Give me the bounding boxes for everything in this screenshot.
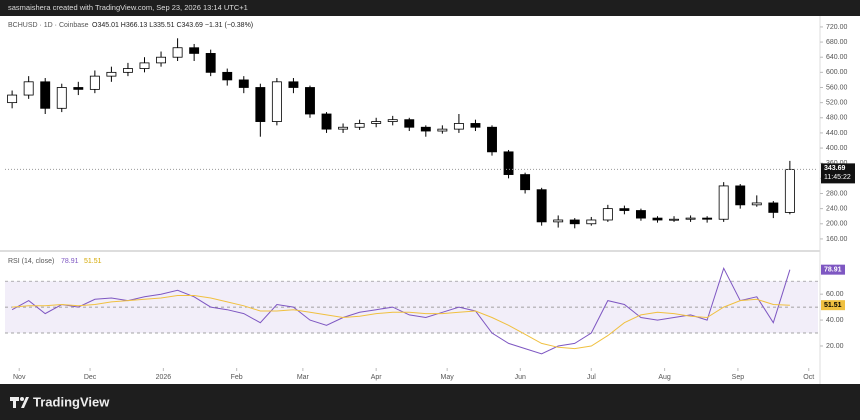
y-tick-label: 560.00 bbox=[826, 84, 848, 91]
candle-body bbox=[602, 208, 613, 221]
candle-body bbox=[271, 81, 282, 122]
last-price-label: 343.69 bbox=[824, 165, 846, 172]
y-tick-label: 720.00 bbox=[826, 24, 848, 31]
y-tick-label: 160.00 bbox=[826, 236, 848, 243]
candle-body bbox=[702, 217, 713, 220]
rsi-line bbox=[11, 266, 791, 355]
candle-body bbox=[106, 71, 117, 77]
candle-body bbox=[751, 202, 762, 206]
candle-body bbox=[23, 81, 34, 96]
candle-body bbox=[255, 87, 266, 122]
candle-body bbox=[387, 119, 398, 122]
y-tick-label: 680.00 bbox=[826, 39, 848, 46]
candle-body bbox=[139, 62, 150, 69]
candle-body bbox=[420, 126, 431, 132]
x-tick-label: May bbox=[441, 374, 455, 381]
y-tick-label: 640.00 bbox=[826, 54, 848, 61]
rsi-legend-value: 78.91 bbox=[61, 258, 79, 265]
value-box-label: 51.51 bbox=[824, 302, 842, 309]
value-box bbox=[821, 300, 845, 311]
candle-body bbox=[7, 94, 18, 104]
candle-body bbox=[503, 151, 514, 175]
candle-body bbox=[784, 168, 795, 213]
candle-body bbox=[404, 119, 415, 128]
countdown: 11:45:22 bbox=[824, 174, 851, 181]
value-box-label: 78.91 bbox=[824, 267, 842, 274]
candle-body bbox=[172, 47, 183, 58]
candle-body bbox=[40, 81, 51, 109]
candle-body bbox=[338, 126, 349, 130]
x-tick-label: Jun bbox=[515, 374, 526, 381]
y-tick-label: 240.00 bbox=[826, 205, 848, 212]
x-tick-label: 2026 bbox=[156, 374, 172, 381]
candle-body bbox=[735, 185, 746, 206]
y-tick-label: 400.00 bbox=[826, 145, 848, 152]
y-tick-label: 40.00 bbox=[826, 317, 844, 324]
header-bar bbox=[0, 0, 860, 16]
ma-legend-value: 51.51 bbox=[84, 258, 102, 265]
logo bbox=[10, 397, 29, 408]
candle-body bbox=[487, 126, 497, 153]
candle-body bbox=[718, 185, 729, 220]
symbol: BCHUSD · 1D · Coinbase bbox=[8, 22, 89, 29]
rsi-title: RSI (14, close) bbox=[8, 258, 54, 265]
candle-body bbox=[371, 121, 382, 124]
candle-body bbox=[73, 87, 84, 90]
candle-body bbox=[156, 56, 166, 64]
y-tick-label: 480.00 bbox=[826, 115, 848, 122]
candle-body bbox=[685, 217, 696, 220]
x-tick-label: Sep bbox=[732, 374, 745, 381]
candle-body bbox=[520, 174, 531, 191]
y-tick-label: 440.00 bbox=[826, 130, 848, 137]
rsi-line bbox=[12, 295, 790, 350]
candle-body bbox=[652, 217, 663, 221]
candle-body bbox=[321, 113, 332, 130]
x-tick-label: Feb bbox=[231, 374, 243, 381]
quote: O345.01 H366.13 L335.51 C343.69 −1.31 (−… bbox=[92, 22, 253, 29]
candle-body bbox=[619, 208, 630, 211]
candle-body bbox=[536, 189, 547, 223]
candle-body bbox=[305, 87, 315, 115]
candle-body bbox=[669, 218, 679, 221]
rsi-band bbox=[5, 281, 818, 334]
candle-body bbox=[635, 210, 646, 219]
value-box bbox=[821, 264, 845, 275]
y-tick-label: 520.00 bbox=[826, 99, 848, 106]
footer-bar bbox=[0, 384, 860, 420]
y-tick-label: 600.00 bbox=[826, 69, 848, 76]
candle-body bbox=[205, 53, 216, 73]
candle-body bbox=[768, 202, 779, 213]
candle-body bbox=[56, 87, 67, 109]
footer-brand: TradingView bbox=[33, 394, 110, 409]
candle-body bbox=[470, 123, 481, 128]
candle-body bbox=[89, 75, 100, 90]
candle-body bbox=[453, 123, 464, 130]
candle-body bbox=[222, 71, 233, 81]
candle-body bbox=[288, 81, 299, 88]
candle-body bbox=[189, 47, 200, 54]
candle-body bbox=[586, 219, 597, 225]
x-tick-label: Nov bbox=[13, 374, 26, 381]
candle-body bbox=[123, 68, 133, 73]
x-tick-label: Jul bbox=[587, 374, 596, 381]
x-tick-label: Aug bbox=[658, 374, 671, 381]
candle-body bbox=[238, 79, 249, 88]
last-price-box bbox=[821, 163, 855, 184]
candle-body bbox=[553, 219, 564, 223]
x-tick-label: Oct bbox=[803, 374, 814, 381]
y-tick-label: 20.00 bbox=[826, 343, 844, 350]
x-tick-label: Mar bbox=[297, 374, 310, 381]
candle-body bbox=[354, 123, 365, 128]
candle-body bbox=[569, 219, 580, 225]
x-tick-label: Apr bbox=[371, 374, 383, 381]
y-tick-label: 60.00 bbox=[826, 291, 844, 298]
y-tick-label: 280.00 bbox=[826, 190, 848, 197]
y-tick-label: 200.00 bbox=[826, 221, 848, 228]
candle-body bbox=[437, 128, 448, 132]
x-tick-label: Dec bbox=[84, 374, 97, 381]
header-text: sasmaishera created with TradingView.com… bbox=[8, 3, 248, 12]
